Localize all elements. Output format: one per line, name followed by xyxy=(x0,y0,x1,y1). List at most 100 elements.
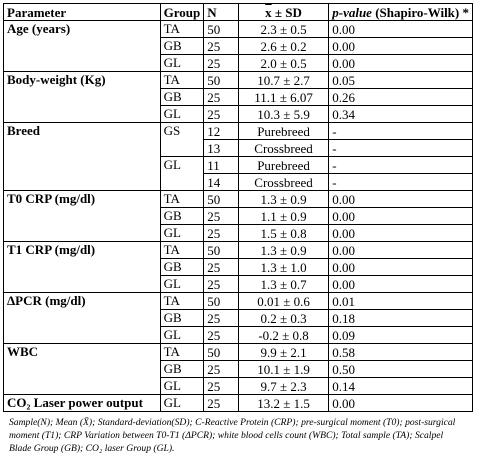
p-value-cell: 0.00 xyxy=(328,394,473,412)
mean-cell: 13.2 ± 1.5 xyxy=(237,394,330,412)
n-cell: 25 xyxy=(203,105,239,123)
mean-cell: 9.9 ± 2.1 xyxy=(237,343,330,361)
mean-cell: 2.3 ± 0.5 xyxy=(237,20,330,38)
p-value-cell: 0.00 xyxy=(328,207,473,225)
p-value-cell: - xyxy=(328,122,473,140)
table-row: T0 CRP (mg/dl) TA 50 1.3 ± 0.9 0.00 xyxy=(3,190,473,242)
mean-cell: 2.6 ± 0.2 xyxy=(237,37,330,55)
p-value-cell: - xyxy=(328,156,473,174)
header-cell: p-value (Shapiro-Wilk) * xyxy=(328,3,473,21)
data-table: Parameter Group N x ± SD p-value (Shapir… xyxy=(3,3,473,412)
mean-cell: -0.2 ± 0.8 xyxy=(237,326,330,344)
p-value-cell: 0.00 xyxy=(328,275,473,293)
parameter-cell: T1 CRP (mg/dl) xyxy=(3,241,161,293)
group-cell: TA xyxy=(159,292,205,310)
parameter-cell: T0 CRP (mg/dl) xyxy=(3,190,161,242)
n-cell: 11 xyxy=(203,156,239,174)
mean-cell: 10.7 ± 2.7 xyxy=(237,71,330,89)
group-cell: GL xyxy=(159,156,205,191)
table-row: WBC TA 50 9.9 ± 2.1 0.58 xyxy=(3,343,473,395)
n-cell: 25 xyxy=(203,377,239,395)
n-cell: 25 xyxy=(203,88,239,106)
group-cell: GB xyxy=(159,207,205,225)
table-row: Body-weight (Kg) TA 50 10.7 ± 2.7 0.05 xyxy=(3,71,473,123)
mean-cell: 1.3 ± 1.0 xyxy=(237,258,330,276)
group-cell: TA xyxy=(159,241,205,259)
header-text: (Shapiro-Wilk) * xyxy=(371,4,469,20)
group-cell: GL xyxy=(159,275,205,293)
mean-cell: 10.1 ± 1.9 xyxy=(237,360,330,378)
mean-cell: Crossbreed xyxy=(237,139,330,157)
header-cell: N xyxy=(203,3,239,21)
table-row: ΔPCR (mg/dl) TA 50 0.01 ± 0.6 0.01 xyxy=(3,292,473,344)
parameter-cell: CO₂ Laser power output xyxy=(3,394,161,412)
parameter-cell: Age (years) xyxy=(3,20,161,72)
p-value-cell: 0.26 xyxy=(328,88,473,106)
p-value-cell: 0.58 xyxy=(328,343,473,361)
header-cell: Parameter xyxy=(3,3,161,21)
group-cell: TA xyxy=(159,190,205,208)
p-value-cell: 0.00 xyxy=(328,190,473,208)
n-cell: 25 xyxy=(203,326,239,344)
mean-cell: 10.3 ± 5.9 xyxy=(237,105,330,123)
mean-cell: Crossbreed xyxy=(237,173,330,191)
n-cell: 25 xyxy=(203,394,239,412)
n-cell: 25 xyxy=(203,258,239,276)
table-row: 14 Crossbreed - xyxy=(4,173,473,191)
mean-cell: 1.5 ± 0.8 xyxy=(237,224,330,242)
parameter-cell: Breed xyxy=(3,122,161,191)
p-value-cell: 0.34 xyxy=(328,105,473,123)
group-cell: GB xyxy=(159,309,205,327)
group-cell: TA xyxy=(159,343,205,361)
mean-cell: 1.1 ± 0.9 xyxy=(237,207,330,225)
n-cell: 50 xyxy=(203,343,239,361)
p-value-cell: 0.18 xyxy=(328,309,473,327)
group-cell: GL xyxy=(159,394,205,412)
n-cell: 50 xyxy=(203,292,239,310)
mean-cell: 1.3 ± 0.9 xyxy=(237,241,330,259)
n-cell: 14 xyxy=(203,173,239,191)
n-cell: 25 xyxy=(203,54,239,72)
header-text: p-value xyxy=(332,4,372,20)
n-cell: 50 xyxy=(203,241,239,259)
n-cell: 25 xyxy=(203,37,239,55)
header-text: x xyxy=(265,4,272,20)
table-document: Parameter Group N x ± SD p-value (Shapir… xyxy=(3,3,473,455)
p-value-cell: - xyxy=(328,139,473,157)
n-cell: 13 xyxy=(203,139,239,157)
group-cell: GL xyxy=(159,326,205,344)
n-cell: 25 xyxy=(203,275,239,293)
mean-cell: 11.1 ± 6.07 xyxy=(237,88,330,106)
table-row: GB 25 11.1 ± 6.07 0.26 xyxy=(4,88,473,106)
group-cell: GL xyxy=(159,105,205,123)
n-cell: 25 xyxy=(203,309,239,327)
n-cell: 25 xyxy=(203,207,239,225)
n-cell: 12 xyxy=(203,122,239,140)
parameter-cell: WBC xyxy=(3,343,161,395)
p-value-cell: 0.00 xyxy=(328,258,473,276)
table-row: GL 11 Purebreed - xyxy=(4,156,473,191)
mean-cell: 0.2 ± 0.3 xyxy=(237,309,330,327)
mean-cell: 2.0 ± 0.5 xyxy=(237,54,330,72)
group-cell: GB xyxy=(159,258,205,276)
p-value-cell: 0.05 xyxy=(328,71,473,89)
mean-cell: Purebreed xyxy=(237,156,330,174)
p-value-cell: 0.00 xyxy=(328,54,473,72)
p-value-cell: - xyxy=(328,173,473,191)
p-value-cell: 0.01 xyxy=(328,292,473,310)
p-value-cell: 0.00 xyxy=(328,224,473,242)
n-cell: 50 xyxy=(203,20,239,38)
table-row: GL 25 10.3 ± 5.9 0.34 xyxy=(4,105,473,123)
table-row: Age (years) TA 50 2.3 ± 0.5 0.00 xyxy=(3,20,473,72)
table-body: Age (years) TA 50 2.3 ± 0.5 0.00 GB 25 2.6 ± 0.… xyxy=(3,20,473,412)
p-value-cell: 0.09 xyxy=(328,326,473,344)
header-text: ± SD xyxy=(271,4,302,20)
n-cell: 50 xyxy=(203,190,239,208)
parameter-cell: Body-weight (Kg) xyxy=(3,71,161,123)
header-cell: Group xyxy=(159,3,205,21)
mean-cell: 1.3 ± 0.9 xyxy=(237,190,330,208)
group-cell: GB xyxy=(159,88,205,106)
p-value-cell: 0.00 xyxy=(328,241,473,259)
n-cell: 25 xyxy=(203,360,239,378)
header-cell: x ± SD xyxy=(237,3,330,21)
